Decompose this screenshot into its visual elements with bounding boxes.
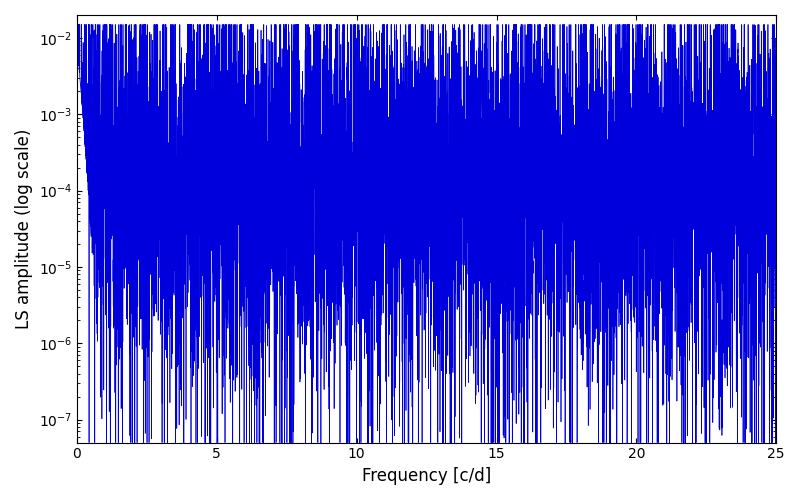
Y-axis label: LS amplitude (log scale): LS amplitude (log scale) [15,128,33,329]
X-axis label: Frequency [c/d]: Frequency [c/d] [362,467,491,485]
